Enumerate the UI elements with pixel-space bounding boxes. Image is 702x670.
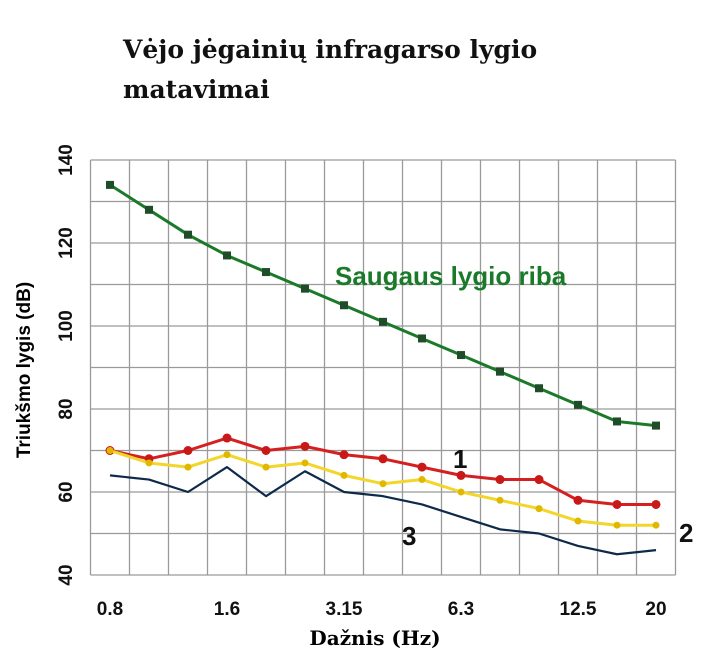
data-point <box>418 476 426 484</box>
data-point <box>613 417 621 426</box>
data-point <box>106 180 114 189</box>
x-axis-label: Dažnis (Hz) <box>309 626 440 650</box>
data-point <box>495 475 505 485</box>
data-point <box>535 384 543 393</box>
data-point <box>496 367 504 376</box>
data-point <box>261 446 271 455</box>
data-point <box>262 463 270 471</box>
data-point <box>378 454 388 464</box>
data-point <box>183 446 193 455</box>
data-point <box>417 462 427 472</box>
x-tick-label: 6.3 <box>448 599 474 620</box>
data-point <box>456 470 466 480</box>
y-tick-label: 140 <box>56 144 77 176</box>
data-point <box>340 301 348 310</box>
x-tick-label: 20 <box>645 599 666 620</box>
y-axis-label: Triukšmo lygis (dB) <box>14 282 35 458</box>
series-label-safe-limit: Saugaus lygio riba <box>335 261 567 291</box>
data-point <box>340 471 348 479</box>
data-point <box>379 480 387 488</box>
y-tick-label: 80 <box>56 398 77 419</box>
chart-title: Vėjo jėgainių infragarso lygio matavimai <box>123 35 538 104</box>
data-point <box>418 334 426 343</box>
data-point <box>262 268 270 277</box>
data-point <box>457 488 465 496</box>
data-point <box>300 441 310 451</box>
data-point <box>145 205 153 214</box>
y-tick-label: 120 <box>56 227 77 259</box>
series-label-1: 1 <box>453 444 467 474</box>
labels: Triukšmo lygis (dB) Dažnis (Hz) Saugaus … <box>14 261 693 650</box>
data-point <box>496 496 504 504</box>
x-tick-label: 12.5 <box>560 599 597 620</box>
data-point <box>651 499 661 509</box>
x-tick-label: 0.8 <box>97 599 123 620</box>
data-point <box>223 251 231 260</box>
series-label-2: 2 <box>679 518 693 548</box>
data-point <box>223 451 231 459</box>
data-point <box>222 433 232 443</box>
data-point <box>457 351 465 360</box>
data-point <box>379 317 387 326</box>
data-point <box>339 450 349 460</box>
data-point <box>145 459 153 467</box>
series-lines <box>105 180 661 556</box>
y-tick-label: 100 <box>56 310 77 342</box>
data-point <box>535 505 543 513</box>
data-point <box>574 400 582 409</box>
data-point <box>652 521 660 529</box>
data-point <box>184 463 192 471</box>
data-point <box>613 521 621 529</box>
data-point <box>184 230 192 239</box>
data-point <box>573 495 583 505</box>
y-tick-label: 60 <box>56 481 77 502</box>
series-label-3: 3 <box>402 521 416 551</box>
series-line-3 <box>109 466 657 556</box>
data-point <box>301 284 309 293</box>
data-point <box>652 421 660 430</box>
grid: 40 60 80 100 120 140 0.8 1.6 3.15 6.3 12.5 20 <box>56 144 677 620</box>
data-point <box>106 447 114 454</box>
data-point <box>301 459 309 467</box>
data-point <box>534 475 544 485</box>
y-tick-label: 40 <box>56 564 77 585</box>
series-line-1 <box>109 436 656 506</box>
x-tick-label: 3.15 <box>326 599 363 620</box>
series-line-saugaus-lygio-riba <box>109 183 657 428</box>
data-point <box>612 499 622 509</box>
data-point <box>574 517 582 525</box>
x-tick-label: 1.6 <box>214 599 240 620</box>
